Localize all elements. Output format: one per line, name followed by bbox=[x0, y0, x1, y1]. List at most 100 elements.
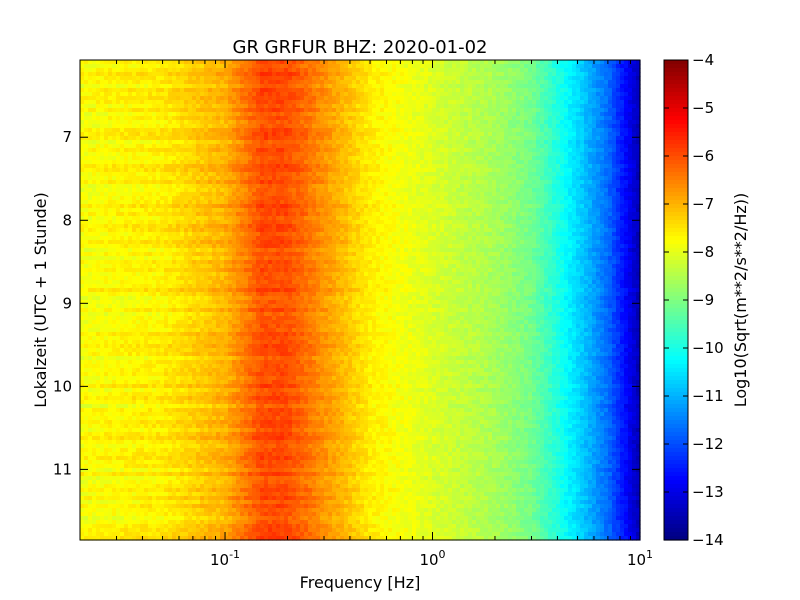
heatmap-cell bbox=[320, 84, 325, 89]
heatmap-cell bbox=[220, 116, 225, 121]
heatmap-cell bbox=[280, 172, 285, 177]
heatmap-cell bbox=[176, 164, 181, 169]
heatmap-cell bbox=[184, 92, 189, 97]
heatmap-cell bbox=[456, 60, 461, 65]
heatmap-cell bbox=[336, 112, 341, 117]
heatmap-cell bbox=[116, 68, 121, 73]
heatmap-cell bbox=[164, 88, 169, 93]
heatmap-cell bbox=[344, 112, 349, 117]
heatmap-cell bbox=[224, 80, 229, 85]
heatmap-cell bbox=[108, 164, 113, 169]
heatmap-cell bbox=[372, 176, 377, 181]
heatmap-cell bbox=[512, 164, 517, 169]
heatmap-cell bbox=[496, 164, 501, 169]
heatmap-cell bbox=[520, 136, 525, 141]
heatmap-cell bbox=[436, 124, 441, 129]
heatmap-cell bbox=[316, 124, 321, 129]
heatmap-cell bbox=[368, 148, 373, 153]
heatmap-cell bbox=[260, 196, 265, 201]
heatmap-cell bbox=[380, 164, 385, 169]
heatmap-cell bbox=[460, 112, 465, 117]
heatmap-cell bbox=[176, 96, 181, 101]
heatmap-cell bbox=[216, 140, 221, 145]
heatmap-cell bbox=[312, 192, 317, 197]
heatmap-cell bbox=[80, 72, 85, 77]
heatmap-cell bbox=[244, 176, 249, 181]
heatmap-cell bbox=[380, 112, 385, 117]
heatmap-cell bbox=[112, 156, 117, 161]
heatmap-cell bbox=[344, 176, 349, 181]
heatmap-cell bbox=[376, 128, 381, 133]
heatmap-cell bbox=[344, 196, 349, 201]
heatmap-cell bbox=[604, 172, 609, 177]
heatmap-cell bbox=[116, 76, 121, 81]
heatmap-cell bbox=[248, 92, 253, 97]
heatmap-cell bbox=[504, 72, 509, 77]
heatmap-cell bbox=[104, 196, 109, 201]
heatmap-cell bbox=[128, 84, 133, 89]
heatmap-cell bbox=[568, 168, 573, 173]
heatmap-cell bbox=[444, 112, 449, 117]
heatmap-cell bbox=[304, 120, 309, 125]
heatmap-cell bbox=[308, 120, 313, 125]
heatmap-cell bbox=[116, 108, 121, 113]
heatmap-cell bbox=[512, 112, 517, 117]
heatmap-cell bbox=[132, 120, 137, 125]
heatmap-cell bbox=[432, 200, 437, 205]
heatmap-cell bbox=[328, 188, 333, 193]
heatmap-cell bbox=[404, 84, 409, 89]
heatmap-cell bbox=[292, 164, 297, 169]
heatmap-cell bbox=[172, 96, 177, 101]
heatmap-cell bbox=[144, 116, 149, 121]
heatmap-cell bbox=[424, 192, 429, 197]
heatmap-cell bbox=[244, 76, 249, 81]
heatmap-cell bbox=[156, 200, 161, 205]
heatmap-cell bbox=[428, 64, 433, 69]
heatmap-cell bbox=[400, 88, 405, 93]
heatmap-cell bbox=[196, 176, 201, 181]
heatmap-cell bbox=[160, 188, 165, 193]
heatmap-cell bbox=[368, 184, 373, 189]
heatmap-cell bbox=[412, 104, 417, 109]
heatmap-cell bbox=[120, 100, 125, 105]
heatmap-cell bbox=[484, 112, 489, 117]
heatmap-cell bbox=[192, 188, 197, 193]
heatmap-cell bbox=[272, 164, 277, 169]
heatmap-cell bbox=[628, 116, 633, 121]
heatmap-cell bbox=[324, 168, 329, 173]
heatmap-cell bbox=[408, 180, 413, 185]
heatmap-cell bbox=[464, 164, 469, 169]
heatmap-cell bbox=[628, 196, 633, 201]
heatmap-cell bbox=[584, 76, 589, 81]
heatmap-cell bbox=[632, 112, 637, 117]
heatmap-cell bbox=[176, 100, 181, 105]
heatmap-cell bbox=[196, 76, 201, 81]
heatmap-cell bbox=[372, 144, 377, 149]
heatmap-cell bbox=[228, 184, 233, 189]
heatmap-cell bbox=[236, 144, 241, 149]
heatmap-cell bbox=[312, 88, 317, 93]
heatmap-cell bbox=[252, 184, 257, 189]
heatmap-cell bbox=[292, 104, 297, 109]
heatmap-cell bbox=[276, 64, 281, 69]
heatmap-cell bbox=[392, 144, 397, 149]
heatmap-cell bbox=[556, 192, 561, 197]
heatmap-cell bbox=[204, 92, 209, 97]
heatmap-cell bbox=[204, 76, 209, 81]
heatmap-cell bbox=[576, 168, 581, 173]
heatmap-cell bbox=[324, 200, 329, 205]
heatmap-cell bbox=[144, 160, 149, 165]
heatmap-cell bbox=[196, 164, 201, 169]
heatmap-cell bbox=[480, 64, 485, 69]
heatmap-cell bbox=[284, 96, 289, 101]
heatmap-cell bbox=[536, 168, 541, 173]
heatmap-cell bbox=[252, 84, 257, 89]
heatmap-cell bbox=[256, 92, 261, 97]
heatmap-cell bbox=[348, 160, 353, 165]
heatmap-cell bbox=[284, 104, 289, 109]
heatmap-cell bbox=[444, 196, 449, 201]
heatmap-cell bbox=[604, 72, 609, 77]
heatmap-cell bbox=[204, 144, 209, 149]
heatmap-cell bbox=[544, 164, 549, 169]
heatmap-cell bbox=[368, 112, 373, 117]
